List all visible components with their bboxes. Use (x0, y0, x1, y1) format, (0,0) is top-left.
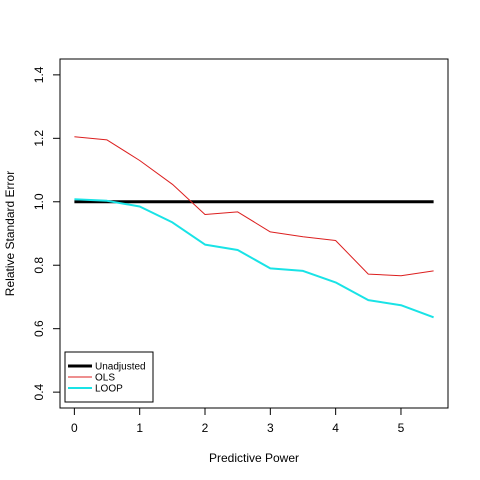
series-line-ols (74, 136, 434, 277)
legend-label-ols: OLS (95, 373, 115, 384)
x-axis: 0 1 2 3 4 5 (71, 407, 405, 435)
y-tick-label: 1.4 (32, 66, 46, 83)
y-axis: 0.4 0.6 0.8 1.0 1.2 1.4 (32, 66, 61, 400)
x-tick-label: 0 (71, 421, 78, 435)
legend-label-unadjusted: Unadjusted (95, 362, 146, 373)
x-tick-label: 5 (398, 421, 405, 435)
x-tick-label: 3 (267, 421, 274, 435)
x-axis-title: Predictive Power (209, 451, 299, 465)
y-tick-label: 0.8 (32, 257, 46, 274)
y-tick-label: 1.0 (32, 193, 46, 210)
series-layer (74, 136, 434, 319)
x-tick-label: 2 (202, 421, 209, 435)
x-tick-label: 1 (136, 421, 143, 435)
y-tick-label: 0.6 (32, 320, 46, 337)
series-line-loop (74, 198, 434, 319)
y-tick-label: 1.2 (32, 130, 46, 147)
y-axis-title: Relative Standard Error (3, 171, 17, 296)
x-tick-label: 4 (332, 421, 339, 435)
y-tick-label: 0.4 (32, 383, 46, 400)
legend-label-loop: LOOP (95, 384, 123, 395)
